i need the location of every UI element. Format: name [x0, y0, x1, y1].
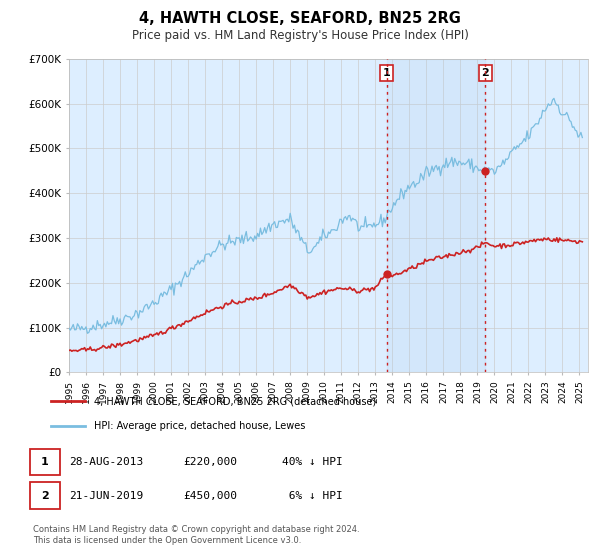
Text: Contains HM Land Registry data © Crown copyright and database right 2024.
This d: Contains HM Land Registry data © Crown c… [33, 525, 359, 545]
Text: 2: 2 [41, 491, 49, 501]
Text: 21-JUN-2019: 21-JUN-2019 [69, 491, 143, 501]
Text: 4, HAWTH CLOSE, SEAFORD, BN25 2RG: 4, HAWTH CLOSE, SEAFORD, BN25 2RG [139, 11, 461, 26]
Text: HPI: Average price, detached house, Lewes: HPI: Average price, detached house, Lewe… [94, 421, 305, 431]
Text: 28-AUG-2013: 28-AUG-2013 [69, 457, 143, 467]
Text: 1: 1 [41, 457, 49, 467]
Text: Price paid vs. HM Land Registry's House Price Index (HPI): Price paid vs. HM Land Registry's House … [131, 29, 469, 43]
Text: £450,000: £450,000 [183, 491, 237, 501]
Bar [386, 59, 485, 372]
Text: 2: 2 [482, 68, 489, 78]
Text: 6% ↓ HPI: 6% ↓ HPI [282, 491, 343, 501]
Text: £220,000: £220,000 [183, 457, 237, 467]
Text: 40% ↓ HPI: 40% ↓ HPI [282, 457, 343, 467]
Text: 4, HAWTH CLOSE, SEAFORD, BN25 2RG (detached house): 4, HAWTH CLOSE, SEAFORD, BN25 2RG (detac… [94, 396, 376, 407]
Text: 1: 1 [383, 68, 391, 78]
